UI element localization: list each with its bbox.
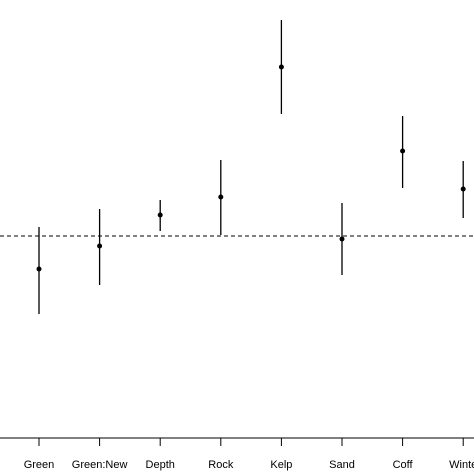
x-tick-label: Kelp — [270, 459, 292, 471]
x-tick-label: Winte — [449, 459, 474, 471]
x-tick-label: Green:New — [72, 459, 128, 471]
x-tick-label: Rock — [208, 459, 234, 471]
x-tick-label: Depth — [146, 459, 175, 471]
point — [460, 186, 466, 192]
x-tick-label: Coff — [393, 459, 414, 471]
point — [36, 266, 42, 272]
point — [400, 148, 406, 154]
x-tick-label: Green — [24, 459, 55, 471]
point — [339, 236, 345, 242]
point — [218, 194, 224, 200]
x-tick-label: Sand — [329, 459, 355, 471]
point — [278, 64, 284, 70]
point — [97, 243, 103, 249]
point — [157, 212, 163, 218]
